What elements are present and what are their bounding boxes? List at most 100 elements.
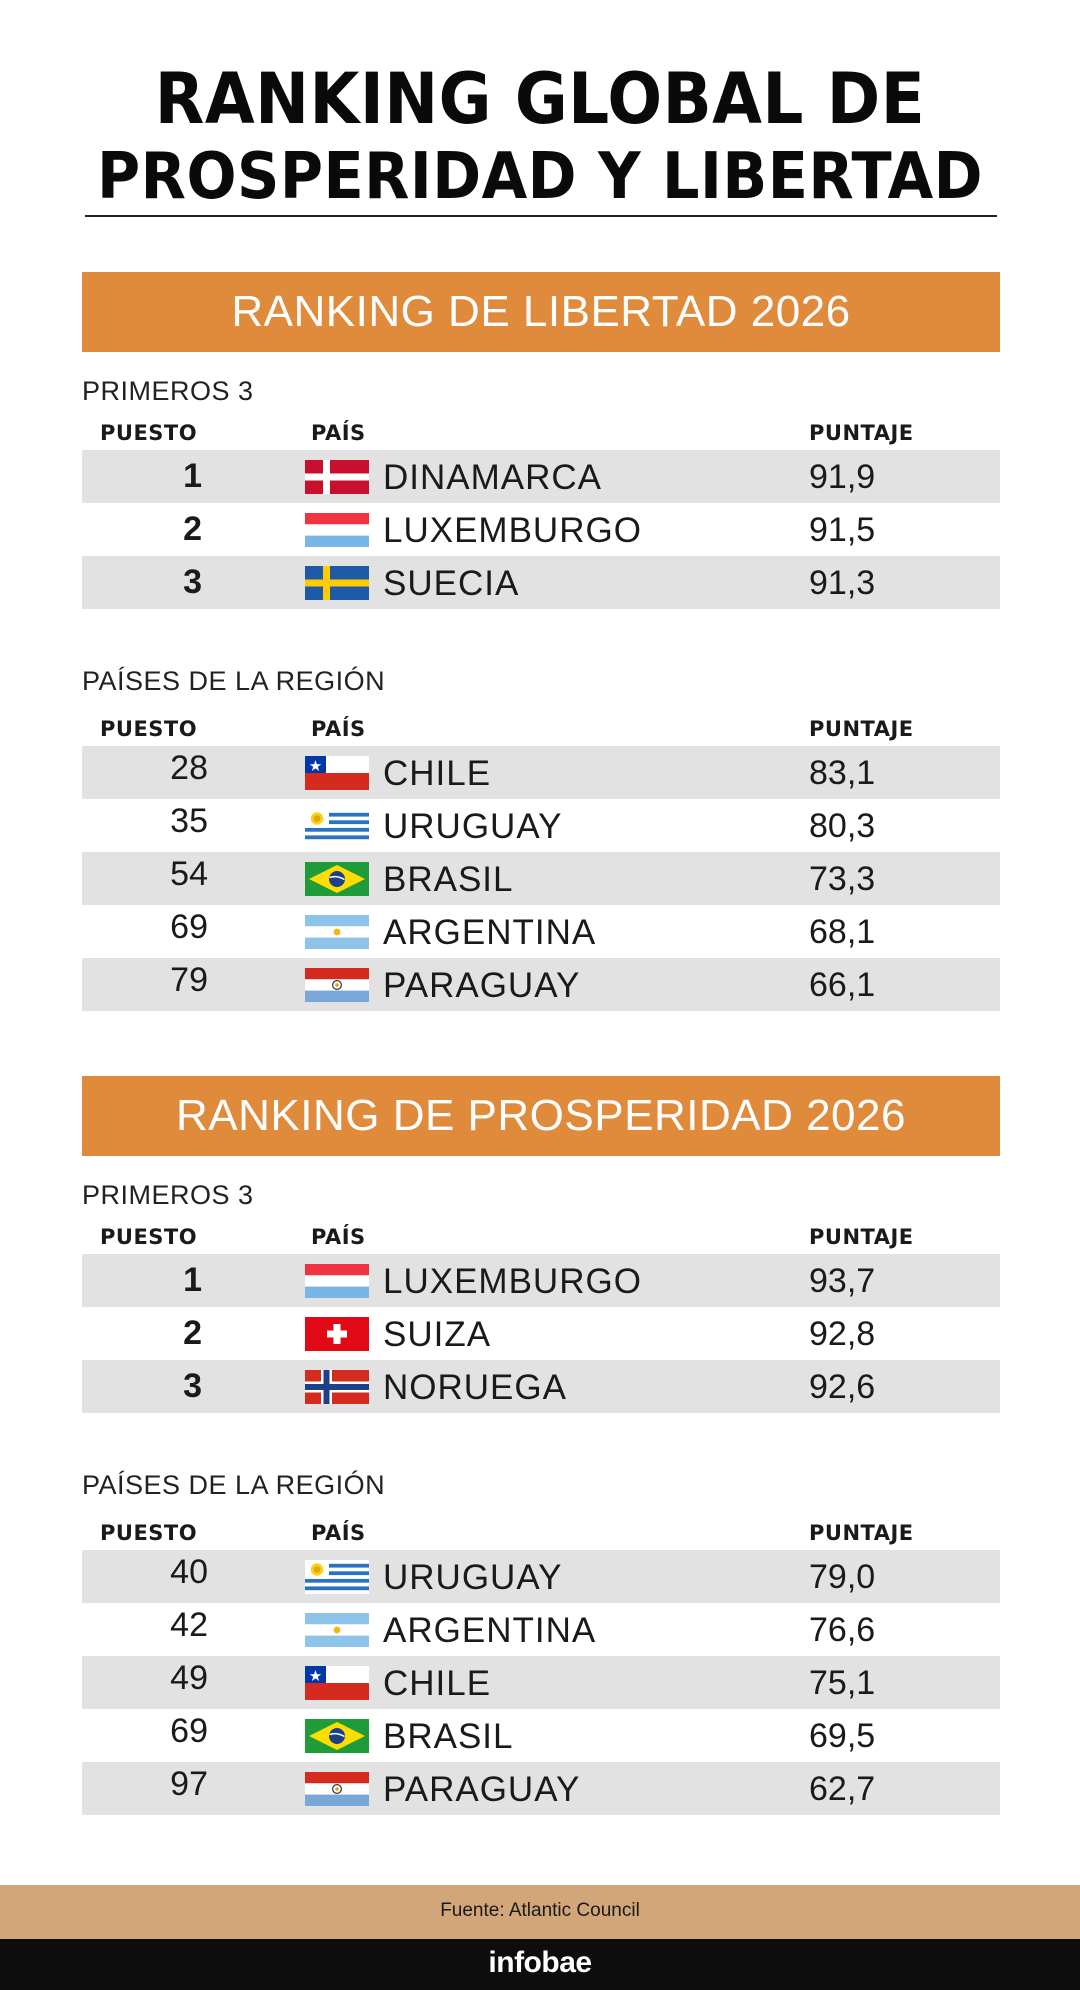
- table-row: 69 BRASIL 69,5: [82, 1709, 1000, 1762]
- score-cell: 62,7: [809, 1770, 876, 1808]
- rank-cell: 3: [183, 1367, 202, 1405]
- infobae-logo: infobae: [488, 1946, 592, 1979]
- score-cell: 80,3: [809, 807, 876, 845]
- table-row: 79 PARAGUAY 66,1: [82, 958, 1000, 1011]
- rank-cell: 1: [183, 1261, 202, 1299]
- score-cell: 92,6: [809, 1368, 876, 1406]
- sweden-flag-icon: [305, 566, 369, 600]
- col-head-country: PAÍS: [311, 1521, 366, 1545]
- table-row: 2 SUIZA 92,8: [82, 1307, 1000, 1360]
- score-cell: 91,9: [809, 458, 876, 496]
- rank-cell: 42: [170, 1606, 208, 1644]
- col-head-rank: PUESTO: [100, 421, 198, 445]
- rank-cell: 40: [170, 1553, 208, 1591]
- country-cell: LUXEMBURGO: [383, 1262, 642, 1301]
- libertad-region-label: PAÍSES DE LA REGIÓN: [82, 666, 386, 696]
- brand-bar: [0, 1939, 1080, 1990]
- rank-cell: 35: [170, 802, 208, 840]
- rank-cell: 1: [183, 457, 202, 495]
- country-cell: SUECIA: [383, 564, 520, 603]
- chile-flag-icon: [305, 1666, 369, 1700]
- chile-flag-icon: [305, 756, 369, 790]
- col-head-score: PUNTAJE: [809, 1225, 914, 1249]
- uruguay-flag-icon: [305, 809, 369, 843]
- prosperidad-banner: RANKING DE PROSPERIDAD 2026: [82, 1076, 1000, 1156]
- prosperidad-top-label: PRIMEROS 3: [82, 1180, 254, 1210]
- country-cell: PARAGUAY: [383, 1770, 581, 1809]
- switzerland-flag-icon: [305, 1317, 369, 1351]
- country-cell: LUXEMBURGO: [383, 511, 642, 550]
- rank-cell: 69: [170, 1712, 208, 1750]
- score-cell: 93,7: [809, 1262, 876, 1300]
- source-credit: Fuente: Atlantic Council: [440, 1900, 640, 1921]
- libertad-top-label: PRIMEROS 3: [82, 376, 254, 406]
- rank-cell: 54: [170, 855, 208, 893]
- score-cell: 91,3: [809, 564, 876, 602]
- country-cell: PARAGUAY: [383, 966, 581, 1005]
- table-row: 35 URUGUAY 80,3: [82, 799, 1000, 852]
- prosperidad-top-table: 1 LUXEMBURGO 93,7 2 SUIZA 92,8 3 NORUEGA 92,6: [82, 1254, 1000, 1413]
- country-cell: NORUEGA: [383, 1368, 567, 1407]
- norway-flag-icon: [305, 1370, 369, 1404]
- paraguay-flag-icon: [305, 968, 369, 1002]
- argentina-flag-icon: [305, 1613, 369, 1647]
- country-cell: CHILE: [383, 1664, 492, 1703]
- prosperidad-section: RANKING DE PROSPERIDAD 2026 PRIMEROS 3 P…: [82, 1076, 1000, 1815]
- col-head-score: PUNTAJE: [809, 1521, 914, 1545]
- table-row: 42 ARGENTINA 76,6: [82, 1603, 1000, 1656]
- score-cell: 75,1: [809, 1664, 876, 1702]
- country-cell: URUGUAY: [383, 1558, 563, 1597]
- page-title: RANKING GLOBAL DE PROSPERIDAD Y LIBERTAD: [0, 60, 1080, 216]
- table-row: 40 URUGUAY 79,0: [82, 1550, 1000, 1603]
- title-line-1: RANKING GLOBAL DE: [154, 58, 926, 140]
- libertad-banner: RANKING DE LIBERTAD 2026: [82, 272, 1000, 352]
- country-cell: DINAMARCA: [383, 458, 603, 497]
- footer-source-bar: [0, 1885, 1080, 1939]
- country-cell: BRASIL: [383, 1717, 514, 1756]
- paraguay-flag-icon: [305, 1772, 369, 1806]
- country-cell: BRASIL: [383, 860, 514, 899]
- col-head-score: PUNTAJE: [809, 717, 914, 741]
- table-row: 28 CHILE 83,1: [82, 746, 1000, 799]
- col-head-rank: PUESTO: [100, 717, 198, 741]
- country-cell: CHILE: [383, 754, 492, 793]
- argentina-flag-icon: [305, 915, 369, 949]
- prosperidad-region-table: 40 URUGUAY 79,0 42 ARGENTINA 76,6 49 CHILE 75,1 6…: [82, 1550, 1000, 1815]
- rank-cell: 28: [170, 749, 208, 787]
- country-cell: ARGENTINA: [383, 1611, 597, 1650]
- title-line-2: PROSPERIDAD Y LIBERTAD: [97, 140, 983, 214]
- score-cell: 66,1: [809, 966, 876, 1004]
- country-cell: URUGUAY: [383, 807, 563, 846]
- libertad-top-table: 1 DINAMARCA 91,9 2 LUXEMBURGO 91,5 3 SUECIA 91,3: [82, 450, 1000, 609]
- table-row: 3 SUECIA 91,3: [82, 556, 1000, 609]
- rank-cell: 2: [183, 510, 202, 548]
- rank-cell: 3: [183, 563, 202, 601]
- col-head-score: PUNTAJE: [809, 421, 914, 445]
- col-head-country: PAÍS: [311, 717, 366, 741]
- score-cell: 79,0: [809, 1558, 876, 1596]
- col-head-rank: PUESTO: [100, 1225, 198, 1249]
- table-row: 69 ARGENTINA 68,1: [82, 905, 1000, 958]
- score-cell: 76,6: [809, 1611, 876, 1649]
- rank-cell: 97: [170, 1765, 208, 1803]
- rank-cell: 49: [170, 1659, 208, 1697]
- col-head-country: PAÍS: [311, 421, 366, 445]
- country-cell: SUIZA: [383, 1315, 492, 1354]
- score-cell: 69,5: [809, 1717, 876, 1755]
- score-cell: 73,3: [809, 860, 876, 898]
- brazil-flag-icon: [305, 1719, 369, 1753]
- score-cell: 68,1: [809, 913, 876, 951]
- col-head-country: PAÍS: [311, 1225, 366, 1249]
- rank-cell: 69: [170, 908, 208, 946]
- score-cell: 92,8: [809, 1315, 876, 1353]
- libertad-region-table: 28 CHILE 83,1 35 URUGUAY 80,3 54 BRASIL 73,3 69 AR…: [82, 746, 1000, 1011]
- luxembourg-flag-icon: [305, 513, 369, 547]
- denmark-flag-icon: [305, 460, 369, 494]
- col-head-rank: PUESTO: [100, 1521, 198, 1545]
- table-row: 49 CHILE 75,1: [82, 1656, 1000, 1709]
- table-row: 1 DINAMARCA 91,9: [82, 450, 1000, 503]
- title-divider: [85, 215, 997, 217]
- table-row: 97 PARAGUAY 62,7: [82, 1762, 1000, 1815]
- table-row: 1 LUXEMBURGO 93,7: [82, 1254, 1000, 1307]
- table-row: 2 LUXEMBURGO 91,5: [82, 503, 1000, 556]
